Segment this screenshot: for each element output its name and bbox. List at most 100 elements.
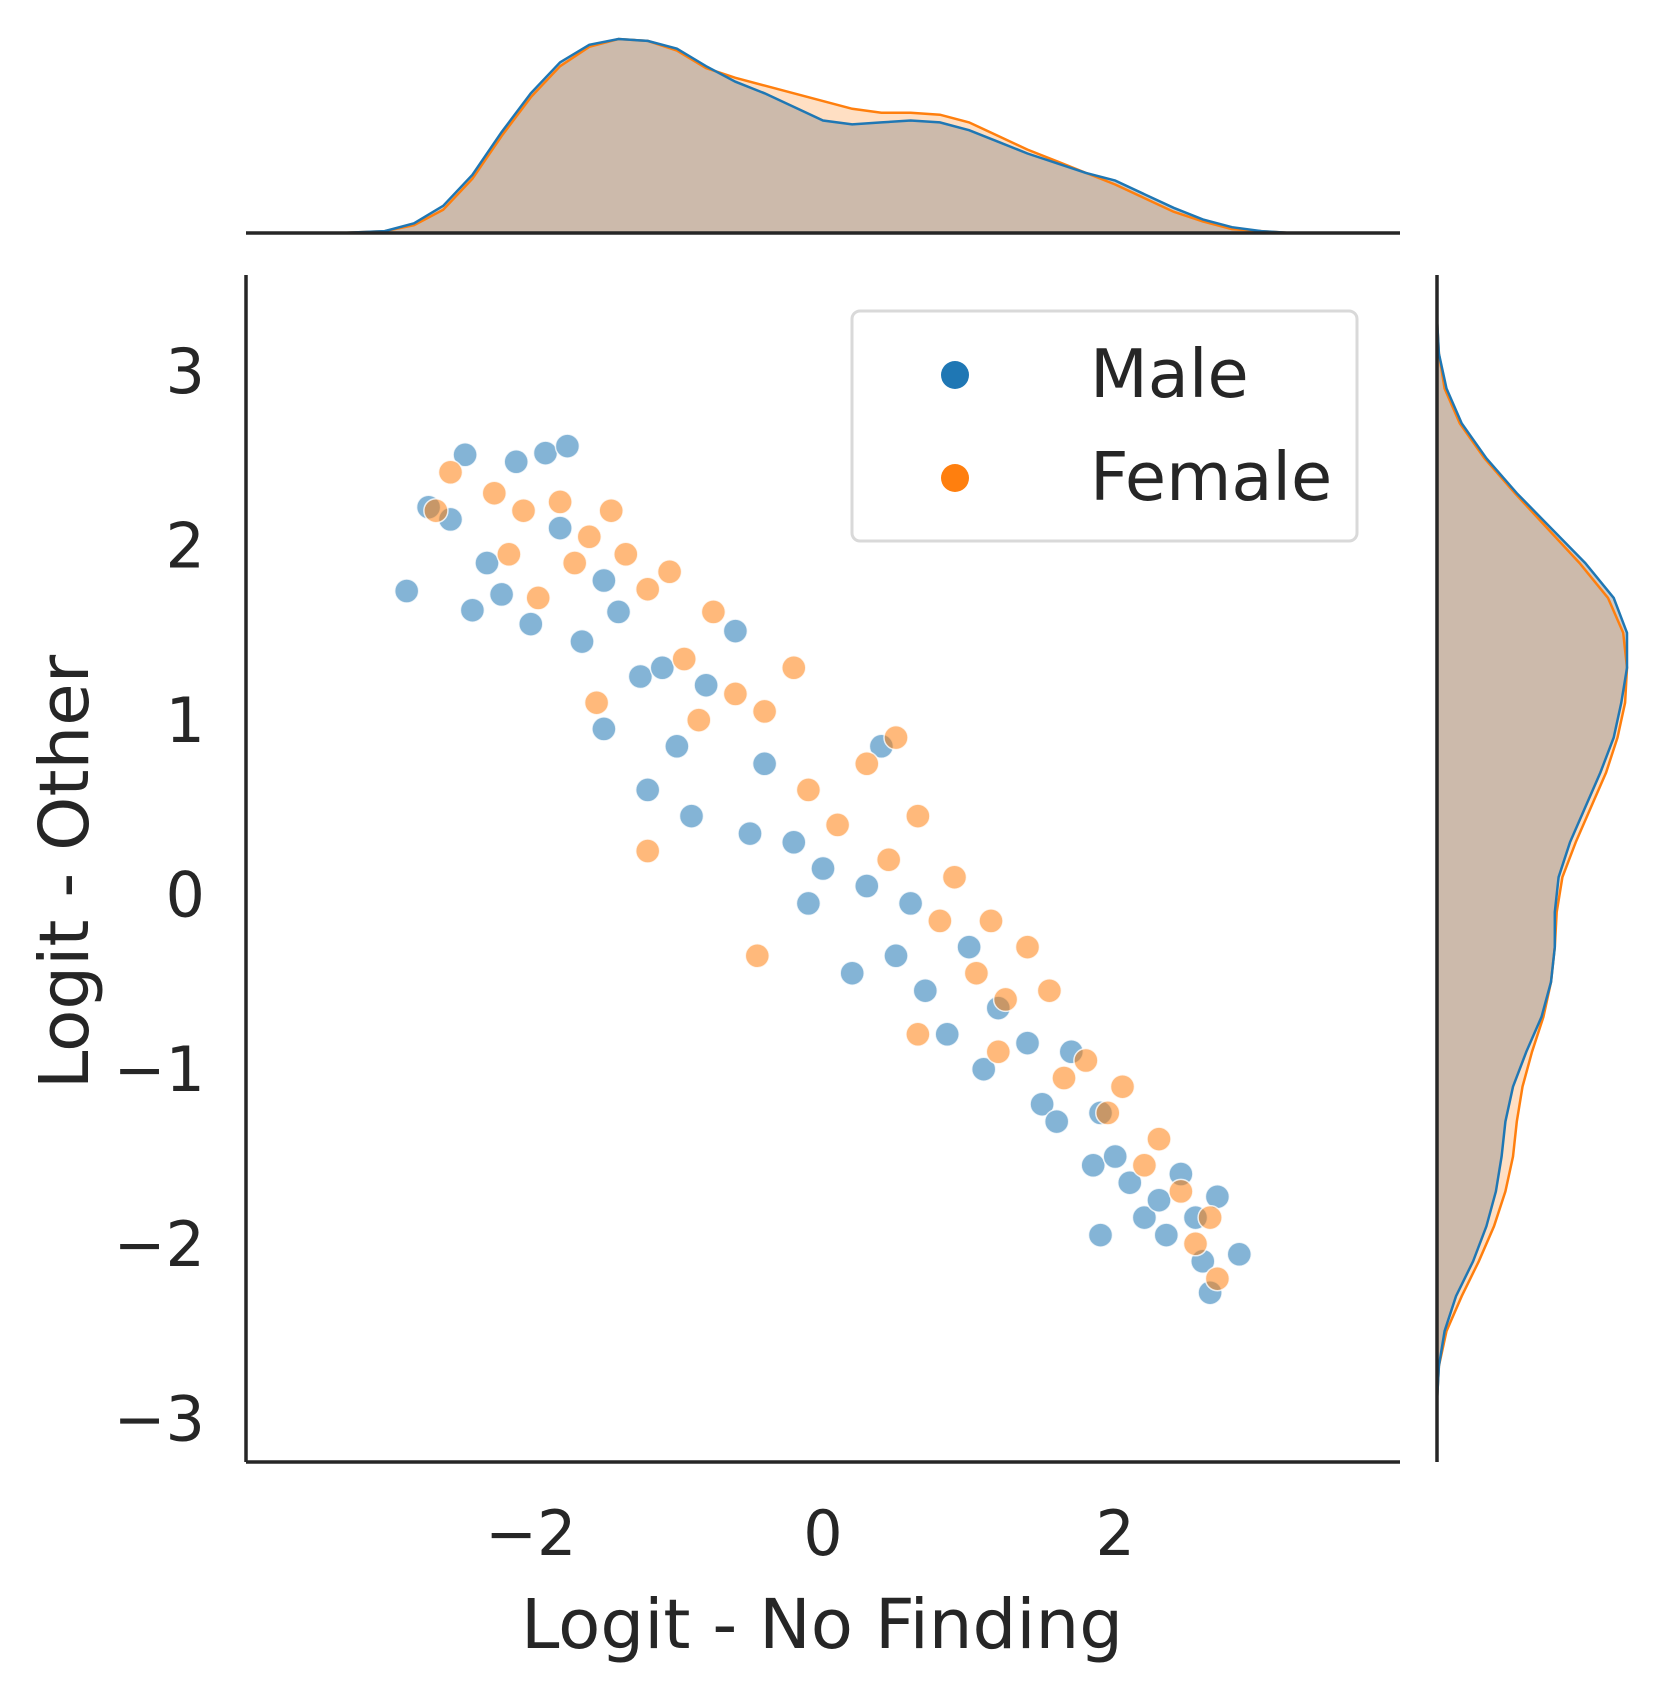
scatter-point-male (934, 1021, 960, 1048)
scatter-point-male (569, 628, 595, 655)
scatter-point-female (686, 707, 712, 733)
scatter-point-male (883, 943, 909, 969)
scatter-point-male (605, 599, 632, 625)
scatter-point-female (1095, 1100, 1121, 1126)
scatter-point-male (474, 550, 500, 576)
scatter-point-female (437, 459, 464, 486)
scatter-point-female (875, 847, 902, 873)
x-marginal-density (246, 37, 1400, 235)
scatter-point-female (1014, 934, 1041, 960)
scatter-point-male (1087, 1222, 1114, 1248)
scatter-point-female (985, 1039, 1012, 1065)
scatter-point-female (1036, 977, 1063, 1004)
scatter-point-female (423, 497, 449, 524)
scatter-point-female (1146, 1126, 1172, 1152)
scatter-point-male (591, 567, 617, 594)
scatter-point-female (576, 524, 603, 550)
scatter-point-male (1226, 1241, 1253, 1268)
y-density-line-female (1435, 318, 1629, 1401)
scatter-point-male (1153, 1222, 1180, 1248)
scatter-point-male (1014, 1030, 1041, 1056)
y-tick-label: −1 (114, 1033, 205, 1106)
scatter-point-female (722, 681, 749, 707)
y-axis-label: Logit - Other (25, 654, 105, 1089)
scatter-point-male (751, 751, 778, 777)
scatter-point-female (992, 986, 1019, 1013)
scatter-point-female (481, 480, 508, 506)
y-density-fill-female (1437, 318, 1627, 1401)
scatter-point-female (744, 943, 771, 969)
scatter-point-male (795, 890, 822, 917)
scatter-point-female (1168, 1178, 1194, 1205)
scatter-point-male (649, 655, 676, 681)
scatter-point-male (781, 829, 807, 856)
scatter-point-male (452, 442, 478, 468)
scatter-point-female (905, 1021, 931, 1048)
scatter-point-female (496, 541, 522, 568)
scatter-points (393, 433, 1253, 1306)
scatter-point-female (1204, 1265, 1231, 1292)
scatter-point-female (824, 812, 851, 838)
legend-marker-female (941, 464, 969, 492)
scatter-point-male (393, 578, 420, 604)
scatter-point-male (678, 803, 705, 829)
scatter-point-male (737, 820, 763, 847)
x-density-line-male (340, 37, 1320, 235)
x-density-fill-female (340, 39, 1320, 233)
scatter-point-female (854, 751, 880, 777)
scatter-point-male (488, 581, 515, 608)
scatter-point-female (927, 908, 953, 934)
scatter-point-female (525, 585, 551, 611)
scatter-point-female (613, 541, 639, 568)
x-tick-label: 2 (1095, 1497, 1134, 1570)
scatter-point-female (561, 550, 588, 576)
y-tick-label: 1 (166, 684, 205, 757)
scatter-point-male (912, 977, 939, 1004)
scatter-point-male (664, 733, 690, 760)
scatter-point-male (1080, 1152, 1106, 1179)
scatter-point-male (956, 934, 982, 960)
y-tick-label: 3 (166, 335, 205, 408)
scatter-point-male (1117, 1169, 1143, 1196)
scatter-point-female (1051, 1065, 1077, 1091)
axes: −2 0 2 −3 −2 −1 0 1 2 3 (114, 275, 1400, 1570)
y-tick-label: 2 (166, 510, 205, 583)
x-density-fill-male (340, 39, 1320, 233)
scatter-point-male (554, 433, 581, 459)
scatter-point-female (547, 489, 573, 515)
scatter-point-female (963, 960, 990, 986)
scatter-point-female (978, 908, 1004, 934)
scatter-point-male (693, 672, 719, 698)
legend-marker-male (941, 361, 969, 389)
legend-label-female: Female (1090, 438, 1332, 516)
scatter-point-male (547, 515, 573, 541)
scatter-point-male (503, 449, 529, 475)
y-marginal-density (1435, 275, 1629, 1462)
x-tick-label: −2 (485, 1497, 576, 1570)
scatter-point-male (1029, 1091, 1055, 1117)
scatter-point-male (854, 873, 880, 899)
x-density-line-female (340, 37, 1320, 235)
scatter-point-female (634, 576, 661, 602)
scatter-point-female (795, 777, 822, 803)
scatter-point-female (583, 689, 610, 716)
y-tick-label: −2 (114, 1208, 205, 1281)
scatter-point-female (700, 599, 727, 625)
scatter-point-female (656, 559, 683, 585)
y-tick-label: −3 (114, 1382, 205, 1455)
scatter-point-male (627, 663, 654, 690)
scatter-point-female (510, 497, 537, 524)
scatter-point-male (591, 716, 617, 742)
scatter-point-male (532, 440, 559, 466)
scatter-point-female (1182, 1231, 1209, 1257)
scatter-point-male (1102, 1143, 1128, 1170)
scatter-point-female (1109, 1073, 1136, 1100)
y-density-fill-male (1437, 318, 1627, 1401)
scatter-point-female (671, 646, 697, 672)
y-tick-label: 0 (166, 859, 205, 932)
scatter-point-male (634, 777, 661, 803)
scatter-point-female (781, 655, 807, 681)
legend-label-male: Male (1090, 335, 1249, 413)
scatter-point-female (1197, 1204, 1223, 1231)
